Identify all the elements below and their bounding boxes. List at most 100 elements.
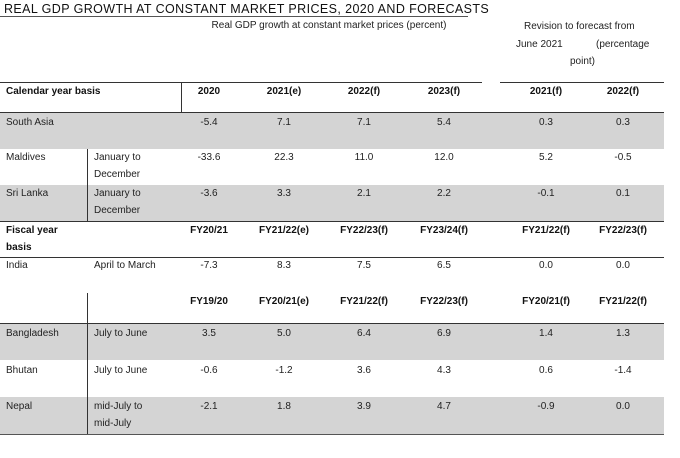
table-cell: 0.0	[616, 401, 630, 412]
table-cell: -2.1	[200, 401, 218, 412]
table-cell: -5.4	[200, 117, 218, 128]
col-header: FY20/21	[190, 225, 228, 236]
table-title: REAL GDP GROWTH AT CONSTANT MARKET PRICE…	[4, 2, 490, 16]
row-period: April to March	[94, 260, 156, 271]
table-cell: 3.3	[277, 188, 291, 199]
table-cell: 5.2	[539, 152, 553, 163]
vrule-period-calendar	[87, 149, 88, 221]
table-cell: -0.1	[537, 188, 555, 199]
revision-header-line1: Revision to forecast from	[524, 21, 635, 32]
col-header: FY21/22(f)	[599, 296, 647, 307]
col-header: FY21/22(e)	[258, 225, 310, 236]
table-cell: -3.6	[200, 188, 218, 199]
table-cell: 5.0	[277, 328, 291, 339]
calendar-basis-label: Calendar year basis	[6, 86, 101, 97]
calendar-header-rule-bottom	[0, 112, 664, 113]
fiscal-basis-label: basis	[6, 242, 32, 253]
revision-header-line2a: June 2021	[516, 39, 563, 50]
table-cell: 0.6	[539, 365, 553, 376]
row-country: Bhutan	[6, 365, 38, 376]
col-header: FY21/22(f)	[340, 296, 388, 307]
table-cell: -0.9	[537, 401, 555, 412]
col-header: 2020	[197, 86, 221, 97]
calendar-header-rule-top	[0, 82, 482, 83]
table-cell: 0.0	[616, 260, 630, 271]
table-cell: 6.9	[437, 328, 451, 339]
table-cell: 1.4	[539, 328, 553, 339]
row-band-bangladesh	[0, 323, 664, 360]
table-bottom-rule	[0, 434, 664, 435]
fiscal-header-rule-top	[0, 221, 664, 222]
row-band-nepal	[0, 397, 664, 434]
row-period: July to June	[94, 365, 148, 376]
table-cell: -0.5	[614, 152, 632, 163]
table-cell: 5.4	[437, 117, 451, 128]
fiscal-header-rule-bottom	[0, 257, 664, 258]
table-cell: 3.6	[357, 365, 371, 376]
col-header: 2023(f)	[427, 86, 461, 97]
table-cell: 0.1	[616, 188, 630, 199]
table-cell: 6.4	[357, 328, 371, 339]
table-cell: 4.3	[437, 365, 451, 376]
table-cell: 0.3	[539, 117, 553, 128]
row-country: South Asia	[6, 117, 54, 128]
table-cell: -7.3	[200, 260, 218, 271]
table-cell: 8.3	[277, 260, 291, 271]
table-cell: -1.4	[614, 365, 632, 376]
col-header: 2022(f)	[347, 86, 381, 97]
row-band-south-asia	[0, 112, 664, 149]
table-cell: 0.0	[539, 260, 553, 271]
col-header: 2021(f)	[529, 86, 563, 97]
vrule-header-label	[181, 82, 182, 112]
title-divider	[0, 16, 468, 17]
row-period: mid-July to	[94, 401, 143, 412]
col-header: 2022(f)	[606, 86, 640, 97]
table-cell: 3.5	[202, 328, 216, 339]
table-cell: 22.3	[274, 152, 294, 163]
table-cell: 4.7	[437, 401, 451, 412]
col-header: FY22/23(f)	[599, 225, 647, 236]
col-header: 2021(e)	[266, 86, 302, 97]
table-cell: 12.0	[434, 152, 454, 163]
col-header: FY23/24(f)	[420, 225, 468, 236]
table-cell: 6.5	[437, 260, 451, 271]
col-header: FY19/20	[190, 296, 228, 307]
revision-header-line3: point)	[570, 56, 596, 67]
row-country: Sri Lanka	[6, 188, 49, 199]
row-country: Bangladesh	[6, 328, 59, 339]
row-period: January to	[94, 188, 141, 199]
row-period: January to	[94, 152, 141, 163]
col-header: FY22/23(f)	[420, 296, 468, 307]
main-group-header: Real GDP growth at constant market price…	[211, 20, 447, 31]
table-cell: 7.1	[277, 117, 291, 128]
col-header: FY21/22(f)	[522, 225, 570, 236]
row-country: Maldives	[6, 152, 46, 163]
table-cell: 3.9	[357, 401, 371, 412]
row-country: India	[6, 260, 28, 271]
table-cell: 7.1	[357, 117, 371, 128]
table-cell: -33.6	[197, 152, 221, 163]
revision-header-rule-top	[500, 82, 664, 83]
table-cell: 0.3	[616, 117, 630, 128]
row-period: December	[94, 205, 141, 216]
table-cell: 2.1	[357, 188, 371, 199]
fiscal-basis-label: Fiscal year	[6, 225, 58, 236]
revision-header-line2b: (percentage	[596, 39, 650, 50]
fiscal2-header-rule-bottom	[0, 323, 664, 324]
row-country: Nepal	[6, 401, 33, 412]
table-cell: 7.5	[357, 260, 371, 271]
vrule-period-fiscal	[87, 293, 88, 434]
row-period: mid-July	[94, 418, 132, 429]
col-header: FY20/21(e)	[258, 296, 310, 307]
col-header: FY22/23(f)	[340, 225, 388, 236]
table-cell: -0.6	[200, 365, 218, 376]
row-band-sri-lanka	[0, 185, 664, 221]
table-cell: 1.3	[616, 328, 630, 339]
table-cell: 11.0	[354, 152, 374, 163]
row-period: December	[94, 169, 141, 180]
table-cell: -1.2	[275, 365, 293, 376]
col-header: FY20/21(f)	[522, 296, 570, 307]
table-cell: 1.8	[277, 401, 291, 412]
table-cell: 2.2	[437, 188, 451, 199]
row-period: July to June	[94, 328, 148, 339]
